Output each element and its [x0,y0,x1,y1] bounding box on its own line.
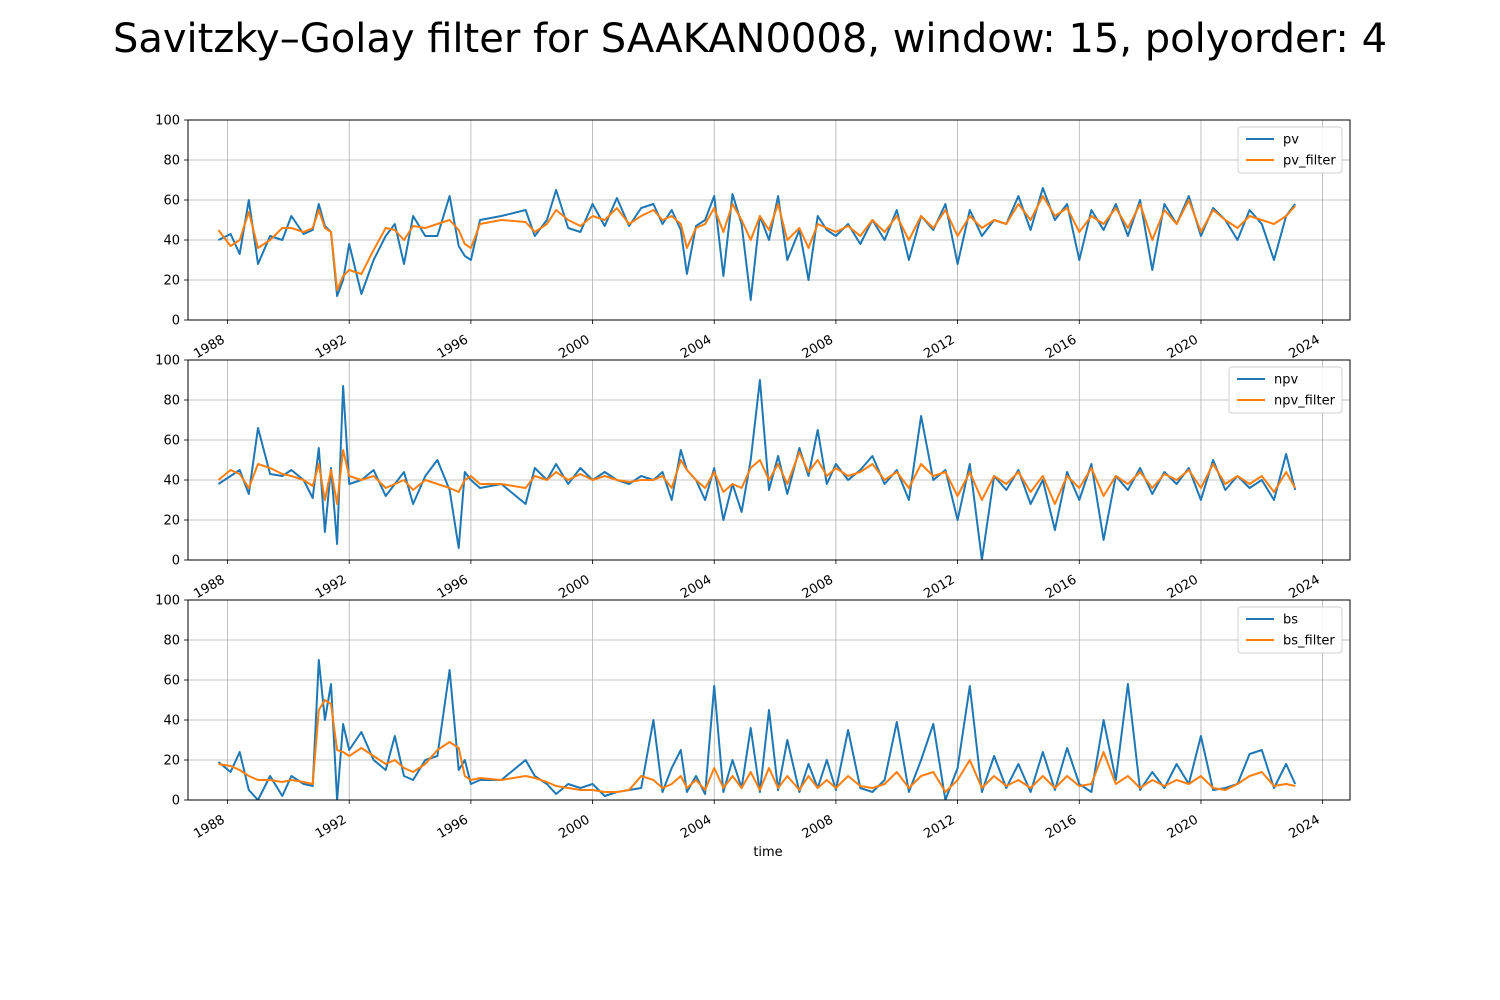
x-tick-label: 2008 [800,572,836,602]
pv-line [217,187,1296,301]
y-tick-label: 60 [163,674,180,689]
x-tick-label: 1992 [313,812,349,842]
axes-frame [187,599,1351,801]
legend: pv pv_filter [1237,126,1343,174]
legend-label-bs_filter: bs_filter [1283,634,1335,649]
x-tick-label: 1996 [435,332,471,362]
y-tick-label: 60 [163,434,180,449]
y-tick-label: 80 [163,634,180,649]
x-tick-label: 2016 [1043,812,1079,842]
x-tick-label: 2024 [1286,332,1322,362]
x-tick-label: 2012 [921,572,957,602]
y-tick-label: 40 [163,714,180,729]
x-tick-label: 2020 [1165,332,1201,362]
bs_filter-line [218,699,1296,793]
x-tick-label: 1992 [313,572,349,602]
x-tick-label: 2024 [1286,812,1322,842]
x-tick-label: 1996 [435,572,471,602]
x-tick-label: 2000 [556,812,592,842]
x-tick-label: 2000 [556,332,592,362]
x-tick-label: 2004 [678,332,714,362]
panel-1: 0 20 40 60 80 100 1988 1992 1996 2000 2004 2008 2012… [155,114,1351,362]
legend-label-npv: npv [1274,373,1298,388]
y-tick-label: 60 [163,194,180,209]
x-tick-label: 2020 [1165,812,1201,842]
y-tick-label: 40 [163,474,180,489]
y-tick-label: 80 [163,394,180,409]
axes-frame [187,119,1351,321]
x-tick-label: 2020 [1165,572,1201,602]
npv_filter-line [217,449,1297,505]
y-tick-label: 100 [155,354,180,369]
x-tick-label: 2016 [1043,332,1079,362]
legend-label-pv_filter: pv_filter [1283,154,1336,169]
x-tick-label: 1992 [313,332,349,362]
y-tick-label: 0 [172,554,180,569]
x-tick-label: 2004 [678,572,714,602]
x-tick-label: 2016 [1043,572,1079,602]
y-tick-label: 100 [155,594,180,609]
y-tick-label: 100 [155,114,180,129]
legend: npv npv_filter [1228,366,1343,414]
y-tick-label: 0 [172,794,180,809]
npv-line [217,379,1297,560]
legend-label-npv_filter: npv_filter [1274,394,1336,409]
axes-frame [187,359,1351,561]
x-tick-label: 1988 [191,572,227,602]
y-tick-label: 0 [172,314,180,329]
x-tick-label: 2024 [1286,572,1322,602]
bs-line [217,659,1297,800]
x-tick-label: 2012 [921,332,957,362]
x-tick-label: 1988 [191,332,227,362]
x-tick-label: 2004 [678,812,714,842]
chart-title: Savitzky–Golay filter for SAAKAN0008, wi… [113,16,1387,62]
panel-2: 0 20 40 60 80 100 1988 1992 1996 2000 2004 2008 2012… [155,354,1351,602]
x-tick-label: 2012 [921,812,957,842]
y-tick-label: 20 [163,274,180,289]
legend-label-bs: bs [1283,613,1298,628]
legend-label-pv: pv [1283,133,1299,148]
y-tick-label: 40 [163,234,180,249]
y-tick-label: 80 [163,154,180,169]
x-tick-label: 2008 [800,332,836,362]
legend: bs bs_filter [1237,606,1343,654]
x-tick-label: 1988 [191,812,227,842]
y-tick-label: 20 [163,754,180,769]
x-tick-label: 1996 [435,812,471,842]
panel-3: 0 20 40 60 80 100 1988 1992 1996 2000 2004 2008 2012… [155,594,1351,842]
x-axis-label: time [753,845,782,860]
y-tick-label: 20 [163,514,180,529]
x-tick-label: 2008 [800,812,836,842]
x-tick-label: 2000 [556,572,592,602]
pv_filter-line [217,195,1296,291]
